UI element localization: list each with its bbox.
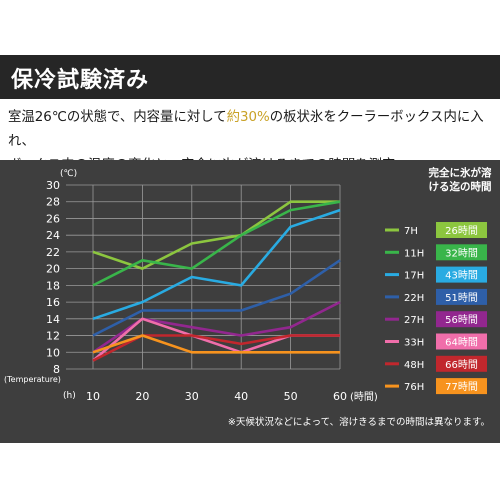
y-tick-label: 10 <box>46 346 60 359</box>
legend-melt-badge <box>436 355 487 372</box>
y-axis-unit: (℃) <box>60 169 77 179</box>
x-tick-label: 40 <box>234 390 248 403</box>
y-tick-label: 26 <box>46 212 60 225</box>
legend: 7H 26時間 11H 32時間 17H 43時間 22H 51時間 27H 56時間 33H 64時… <box>385 222 487 395</box>
legend-melt-badge <box>436 266 487 283</box>
x-axis-unit: (h) <box>63 391 76 401</box>
intro-line-1: 室温26℃の状態で、内容量に対して約30%の板状氷をクーラーボックス内に入れ、 <box>8 106 498 154</box>
footnote: ※天候状況などによって、溶けきるまでの時間は異なります。 <box>227 417 490 428</box>
legend-series-name: 33H <box>404 338 424 349</box>
legend-melt-time: 56時間 <box>445 314 478 326</box>
legend-melt-time: 77時間 <box>445 381 478 393</box>
intro-highlight: 約30% <box>226 110 270 125</box>
legend-melt-badge <box>436 244 487 261</box>
x-tick-label: 20 <box>135 390 149 403</box>
legend-melt-time: 32時間 <box>445 247 478 259</box>
y-tick-label: 12 <box>46 330 60 343</box>
series-line-11h <box>92 200 341 287</box>
y-tick-label: 30 <box>46 179 60 192</box>
y-tick-label: 22 <box>46 246 60 259</box>
grid <box>66 184 341 370</box>
legend-series-name: 76H <box>404 382 424 393</box>
legend-series-name: 11H <box>404 248 424 259</box>
y-tick-label: 18 <box>46 279 60 292</box>
y-tick-label: 28 <box>46 196 60 209</box>
y-tick-label: 24 <box>46 229 60 242</box>
series-line-48h <box>92 334 340 362</box>
y-tick-label: 8 <box>53 363 60 376</box>
legend-series-name: 17H <box>404 271 424 282</box>
legend-series-name: 27H <box>404 315 424 326</box>
x-tick-label: 60 <box>333 390 347 403</box>
legend-melt-time: 43時間 <box>445 270 478 282</box>
series-line-17h <box>92 208 341 321</box>
page-title: 保冷試験済み <box>11 68 150 93</box>
x-tick-label: 30 <box>185 390 199 403</box>
legend-series-name: 22H <box>404 293 424 304</box>
x-axis-label: (時間) <box>350 391 378 403</box>
legend-melt-time: 26時間 <box>445 225 478 237</box>
axes: (℃) (Temperature) (h) (時間) 8 10 12 14 16 18 20… <box>4 169 378 403</box>
series-line-22h <box>92 259 341 337</box>
legend-melt-badge <box>436 311 487 328</box>
legend-melt-badge <box>436 333 487 350</box>
legend-melt-time: 51時間 <box>445 292 478 304</box>
legend-series-name: 48H <box>404 360 424 371</box>
y-tick-label: 14 <box>46 313 60 326</box>
legend-series-name: 7H <box>404 226 418 237</box>
intro-line-1-b: の板状氷をクーラーボックス内に入れ、 <box>8 110 484 149</box>
legend-melt-time: 66時間 <box>445 359 478 371</box>
y-axis-label: (Temperature) <box>4 375 61 384</box>
series-line-76h <box>92 334 340 354</box>
legend-melt-badge <box>436 222 487 238</box>
legend-melt-time: 64時間 <box>445 337 478 349</box>
y-tick-label: 16 <box>46 296 60 309</box>
x-tick-label: 10 <box>86 390 100 403</box>
legend-melt-badge <box>436 378 487 395</box>
legend-melt-badge <box>436 288 487 305</box>
chart-panel <box>0 160 500 443</box>
series-lines <box>92 200 341 362</box>
title-banner: 保冷試験済み <box>0 55 500 99</box>
legend-title: 完全に氷が溶ける迄の時間 <box>428 167 492 193</box>
intro-line-1-a: 室温26℃の状態で、内容量に対して <box>8 110 227 125</box>
x-tick-label: 50 <box>284 390 298 403</box>
y-tick-label: 20 <box>46 263 60 276</box>
